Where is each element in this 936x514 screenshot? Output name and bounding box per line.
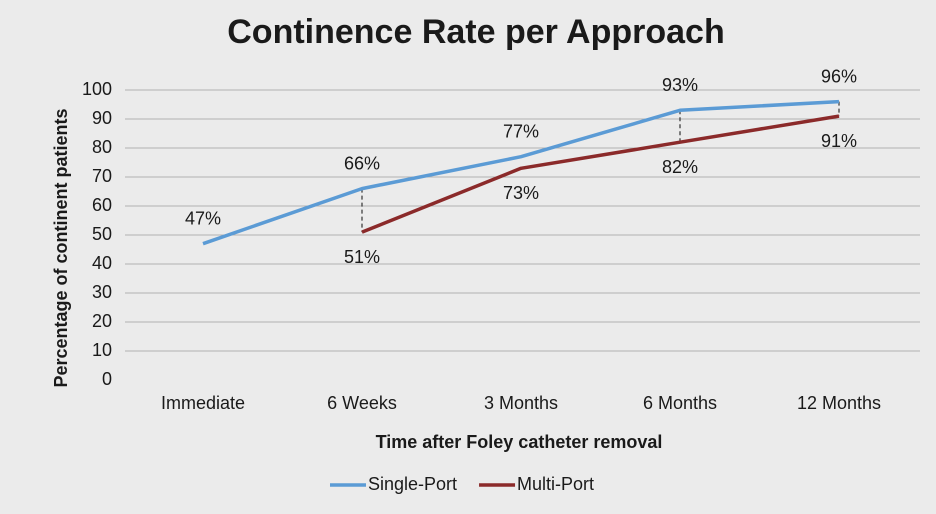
x-tick-label: 6 Months (643, 393, 717, 413)
data-label: 66% (344, 153, 380, 173)
x-tick-label: Immediate (161, 393, 245, 413)
data-label: 47% (185, 208, 221, 228)
data-label: 96% (821, 66, 857, 86)
y-tick-label: 30 (92, 282, 112, 302)
y-tick-label: 50 (92, 224, 112, 244)
series-line (202, 99, 840, 246)
data-label: 77% (503, 121, 539, 141)
data-label: 51% (344, 247, 380, 267)
legend-label: Multi-Port (517, 474, 594, 494)
data-label: 82% (662, 157, 698, 177)
x-tick-label: 6 Weeks (327, 393, 397, 413)
x-tick-label: 3 Months (484, 393, 558, 413)
y-tick-label: 70 (92, 166, 112, 186)
y-tick-label: 100 (82, 79, 112, 99)
y-tick-label: 80 (92, 137, 112, 157)
y-tick-label: 10 (92, 340, 112, 360)
y-tick-label: 60 (92, 195, 112, 215)
x-axis-title: Time after Foley catheter removal (376, 432, 663, 452)
data-label: 93% (662, 75, 698, 95)
x-tick-label: 12 Months (797, 393, 881, 413)
data-label: 73% (503, 183, 539, 203)
series-line (361, 114, 840, 234)
y-tick-label: 90 (92, 108, 112, 128)
data-label: 91% (821, 131, 857, 151)
y-tick-label: 40 (92, 253, 112, 273)
y-axis-title: Percentage of continent patients (51, 108, 71, 387)
y-tick-label: 20 (92, 311, 112, 331)
y-tick-label: 0 (102, 369, 112, 389)
chart-title: Continence Rate per Approach (227, 13, 724, 51)
legend-label: Single-Port (368, 474, 457, 494)
